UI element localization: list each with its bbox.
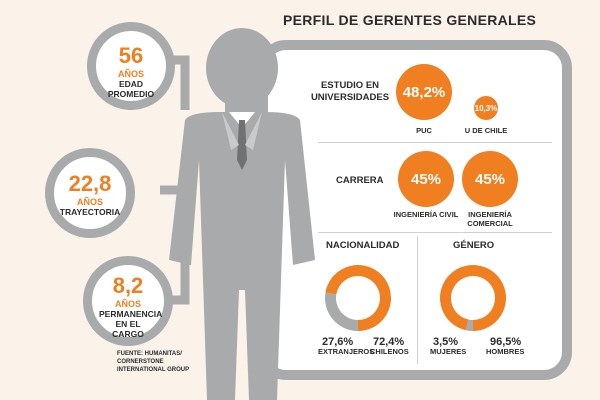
gender-b-value: 96,5%	[490, 336, 522, 348]
profile-panel	[258, 40, 572, 380]
career-comercial-label: INGENIERÍA COMERCIAL	[467, 210, 513, 228]
gender-b-name: HOMBRES	[486, 347, 525, 356]
career-civil-dot: 45%	[398, 151, 454, 207]
age-label: EDAD PROMEDIO	[107, 79, 155, 99]
nationality-a-value: 27,6%	[322, 336, 354, 348]
gender-a-name: MUJERES	[430, 347, 467, 356]
nationality-b-name: CHILENOS	[370, 347, 409, 356]
gender-a-value: 3,5%	[433, 336, 459, 348]
tenure-value: 8,2	[112, 273, 144, 298]
donut-slice-mujeres	[465, 319, 473, 331]
nationality-a-name: EXTRANJEROS	[318, 347, 375, 356]
stat-circle-tenure: 8,2 AÑOS PERMANENCIA EN EL CARGO	[83, 256, 173, 346]
nationality-donut	[325, 265, 391, 331]
tenure-label: PERMANENCIA EN EL CARGO	[99, 309, 163, 339]
divider	[318, 232, 552, 233]
source-note: FUENTE: HUMANITAS/ CORNERSTONE INTERNATI…	[117, 351, 190, 373]
donut-slice-chilenos	[325, 265, 391, 331]
studies-puc-dot: 48,2%	[396, 64, 452, 120]
page-title: PERFIL DE GERENTES GENERALES	[283, 12, 537, 28]
donut-slice-extranjeros	[325, 292, 358, 331]
trajectory-value: 22,8	[68, 171, 112, 196]
career-label: CARRERA	[336, 175, 384, 186]
tenure-unit: AÑOS	[114, 299, 141, 309]
studies-puc-label: PUC	[416, 126, 432, 135]
career-civil-label: INGENIERÍA CIVIL	[393, 210, 459, 219]
stat-circle-age: 56 AÑOS EDAD PROMEDIO	[87, 22, 175, 110]
age-unit: AÑOS	[117, 69, 144, 79]
studies-uchile-label: U DE CHILE	[464, 126, 508, 135]
gender-donut	[440, 265, 506, 331]
studies-label: ESTUDIO EN UNIVERSIDADES	[310, 80, 390, 103]
studies-uchile-dot: 10,3%	[474, 96, 498, 120]
trajectory-unit: AÑOS	[76, 197, 103, 207]
nationality-label: NACIONALIDAD	[326, 240, 400, 251]
trajectory-label: TRAYECTORIA	[59, 207, 121, 217]
donut-slice-hombres	[440, 265, 506, 331]
stat-circle-trajectory: 22,8 AÑOS TRAYECTORIA	[45, 148, 135, 238]
divider	[318, 142, 552, 143]
career-comercial-dot: 45%	[462, 151, 518, 207]
executive-figure-icon	[169, 28, 315, 400]
nationality-b-value: 72,4%	[373, 336, 405, 348]
age-value: 56	[118, 43, 144, 68]
gender-label: GÉNERO	[453, 240, 495, 251]
divider	[417, 236, 418, 364]
